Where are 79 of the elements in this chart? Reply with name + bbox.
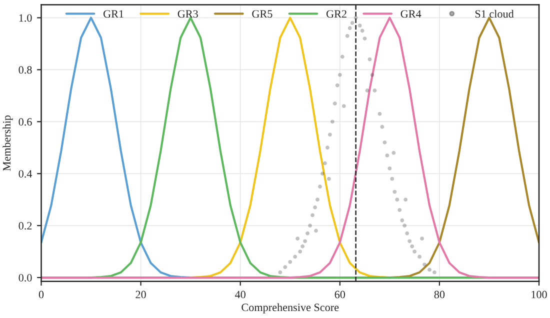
legend-label: S1 cloud (475, 10, 514, 18)
point (422, 262, 426, 267)
legend-label: GR4 (400, 10, 422, 18)
y-tick-label: 0.6 (18, 118, 32, 126)
point (380, 124, 384, 129)
point (310, 213, 314, 218)
point (288, 260, 292, 264)
point (412, 250, 417, 254)
point (332, 102, 337, 106)
y-tick-label: 0.4 (18, 170, 32, 178)
legend-label: GR2 (326, 10, 346, 18)
point (420, 236, 424, 241)
point (404, 198, 408, 202)
point (323, 161, 327, 166)
point (418, 254, 422, 259)
legend-label: GR1 (104, 10, 124, 18)
point (368, 57, 372, 62)
point (338, 72, 342, 77)
point (392, 150, 396, 155)
point (360, 28, 364, 33)
point (400, 218, 404, 222)
x-tick-label: 100 (532, 290, 547, 298)
point (314, 228, 318, 233)
point (390, 176, 394, 181)
point (296, 236, 300, 241)
point (348, 26, 352, 30)
point (345, 34, 350, 38)
x-tick-label: 80 (434, 290, 445, 298)
x-tick-label: 40 (235, 290, 246, 298)
point (330, 120, 334, 124)
x-tick-label: 20 (136, 290, 146, 298)
point (293, 254, 298, 259)
x-axis-title: Comprehensive Score (242, 303, 339, 314)
point (300, 244, 305, 248)
y-tick-label: 0.2 (18, 222, 32, 230)
point (362, 36, 367, 41)
y-tick-label: 1.0 (19, 14, 32, 22)
point (326, 176, 331, 181)
legend-label: GR5 (252, 10, 272, 18)
y-axis-title: Membership (2, 115, 13, 171)
legend-label: GR3 (178, 10, 198, 18)
point (335, 83, 340, 88)
point (378, 112, 382, 116)
point (313, 205, 317, 210)
point (395, 198, 400, 202)
point (316, 198, 320, 202)
point (303, 239, 308, 244)
point (370, 72, 374, 77)
x-tick-label: 0 (38, 290, 44, 298)
point (306, 231, 310, 236)
point (318, 184, 322, 189)
point (320, 172, 324, 176)
point (283, 265, 288, 270)
point (382, 140, 387, 144)
point (402, 224, 407, 228)
point (405, 231, 410, 236)
point (308, 224, 312, 228)
point (350, 20, 354, 25)
point (410, 244, 414, 248)
point (392, 190, 397, 194)
point (328, 132, 332, 137)
point (325, 146, 330, 150)
point (358, 24, 362, 28)
point (278, 270, 282, 274)
point (342, 104, 346, 108)
y-tick-label: 0.8 (18, 66, 32, 74)
line-series (41, 16, 539, 279)
point (385, 153, 390, 158)
point (372, 88, 377, 92)
point (398, 208, 402, 212)
point (408, 239, 412, 244)
point (432, 270, 436, 274)
y-tick-label: 0.0 (18, 274, 32, 282)
point (388, 166, 392, 170)
point (298, 250, 302, 254)
point (340, 54, 344, 59)
point (365, 88, 370, 92)
x-tick-label: 60 (334, 290, 346, 298)
point (428, 268, 432, 272)
